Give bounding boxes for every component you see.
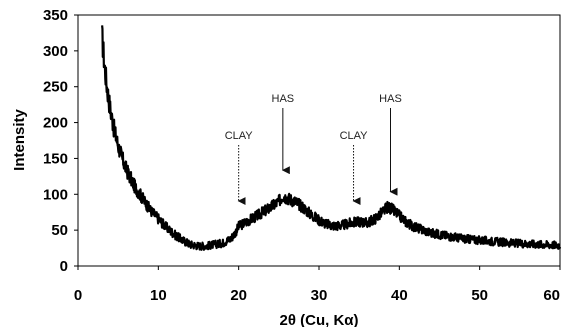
- annotation-label: HAS: [379, 93, 402, 105]
- y-tick-label: 100: [43, 186, 68, 203]
- y-axis: 0 50 100 150 200 250 300 350: [43, 7, 78, 275]
- annotation-label: CLAY: [225, 130, 254, 142]
- x-tick-label: 20: [230, 287, 247, 304]
- y-tick-label: 150: [43, 150, 68, 167]
- annotation-label: HAS: [272, 93, 295, 105]
- y-tick-label: 350: [43, 7, 68, 24]
- y-tick-label: 300: [43, 43, 68, 60]
- y-tick-label: 50: [51, 222, 68, 239]
- y-tick-label: 250: [43, 79, 68, 96]
- plot-area-frame: [77, 14, 561, 267]
- x-tick-label: 30: [311, 287, 328, 304]
- x-tick-label: 10: [150, 287, 167, 304]
- annotation-label: CLAY: [340, 130, 369, 142]
- peak-annotations: CLAY HAS CLAY HAS: [225, 93, 402, 206]
- y-tick-label: 200: [43, 115, 68, 132]
- x-tick-label: 60: [543, 287, 560, 304]
- y-tick-label: 0: [60, 258, 68, 275]
- y-axis-title: Intensity: [11, 109, 28, 171]
- series-line: [101, 25, 562, 251]
- x-axis: 0 10 20 30 40 50 60: [74, 266, 561, 304]
- x-tick-label: 0: [74, 287, 82, 304]
- x-tick-label: 40: [391, 287, 408, 304]
- x-tick-label: 50: [471, 287, 488, 304]
- x-axis-title: 2θ (Cu, Kα): [280, 312, 359, 327]
